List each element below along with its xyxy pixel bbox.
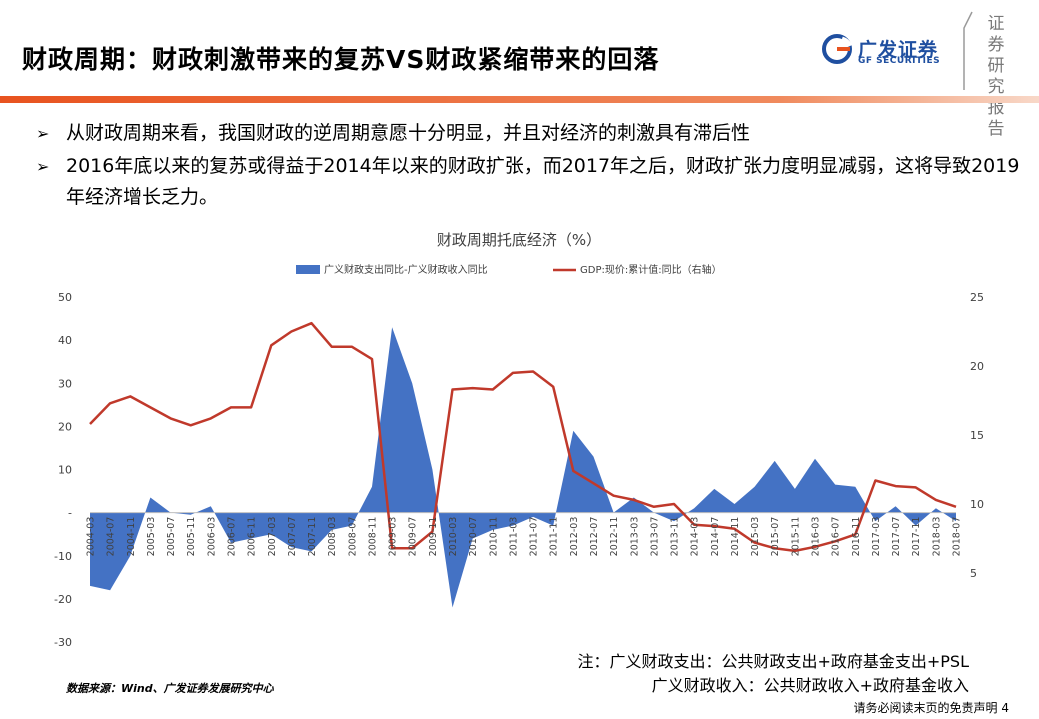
- x-tick-label: 2011-03: [508, 517, 519, 557]
- x-tick-label: 2009-07: [408, 517, 419, 557]
- x-tick-label: 2006-11: [247, 517, 258, 557]
- y-left-tick-label: -: [68, 507, 72, 520]
- x-tick-label: 2015-11: [790, 517, 801, 557]
- x-tick-label: 2006-07: [226, 517, 237, 557]
- bullet-item: ➢ 从财政周期来看，我国财政的逆周期意愿十分明显，并且对经济的刺激具有滞后性: [36, 118, 1026, 149]
- x-tick-label: 2012-03: [569, 517, 580, 557]
- x-tick-label: 2016-07: [831, 517, 842, 557]
- logo-text-cn: 广发证券: [858, 39, 939, 61]
- x-tick-label: 2018-03: [931, 517, 942, 557]
- arrow-bullet-icon: ➢: [36, 157, 50, 176]
- fiscal-cycle-chart: 财政周期托底经济（%） 广义财政支出同比-广义财政收入同比 GDP:现价:累计值:同…: [0, 222, 1039, 652]
- x-tick-label: 2011-07: [529, 517, 540, 557]
- y-right-tick-label: 15: [970, 429, 984, 442]
- legend-swatch-area: [296, 265, 320, 274]
- y-right-tick-label: 20: [970, 360, 984, 373]
- x-tick-label: 2014-07: [710, 517, 721, 557]
- page-title: 财政周期：财政刺激带来的复苏VS财政紧缩带来的回落: [22, 45, 660, 74]
- y-left-tick-label: 10: [58, 464, 72, 477]
- data-source: 数据来源：Wind、广发证券发展研究中心: [66, 682, 274, 695]
- logo-text-en: GF SECURITIES: [858, 56, 941, 66]
- chart-title: 财政周期托底经济（%）: [437, 231, 601, 249]
- y-left-tick-label: -10: [54, 550, 72, 563]
- y-left-tick-label: 20: [58, 420, 72, 433]
- report-stamp: 证券研究报告: [960, 10, 1030, 139]
- header-divider: [0, 96, 1039, 103]
- y-right-tick-label: 5: [970, 567, 977, 580]
- x-tick-label: 2013-11: [670, 517, 681, 557]
- x-tick-label: 2013-03: [629, 517, 640, 557]
- y-left-tick-label: 40: [58, 334, 72, 347]
- x-tick-label: 2005-03: [146, 517, 157, 557]
- x-tick-label: 2004-07: [106, 517, 117, 557]
- x-tick-label: 2014-03: [690, 517, 701, 557]
- x-tick-label: 2008-07: [347, 517, 358, 557]
- x-tick-label: 2009-03: [388, 517, 399, 557]
- x-tick-label: 2006-03: [206, 517, 217, 557]
- legend-label-line: GDP:现价:累计值:同比（右轴）: [580, 263, 722, 276]
- x-tick-label: 2012-11: [609, 517, 620, 557]
- bullet-list: ➢ 从财政周期来看，我国财政的逆周期意愿十分明显，并且对经济的刺激具有滞后性 ➢…: [36, 118, 1026, 215]
- y-left-tick-label: -30: [54, 636, 72, 649]
- y-left-tick-label: -20: [54, 593, 72, 606]
- x-tick-label: 2008-03: [327, 517, 338, 557]
- x-tick-label: 2012-07: [589, 517, 600, 557]
- x-tick-label: 2010-03: [448, 517, 459, 557]
- x-tick-label: 2018-07: [952, 517, 963, 557]
- bullet-text: 从财政周期来看，我国财政的逆周期意愿十分明显，并且对经济的刺激具有滞后性: [66, 122, 751, 144]
- x-tick-label: 2017-11: [911, 517, 922, 557]
- x-tick-label: 2010-11: [488, 517, 499, 557]
- x-tick-label: 2013-07: [649, 517, 660, 557]
- brand-logo: 广发证券 GF SECURITIES: [822, 34, 942, 68]
- x-tick-label: 2007-11: [307, 517, 318, 557]
- stamp-text: 证券研究报告: [987, 14, 1005, 139]
- x-tick-label: 2016-03: [811, 517, 822, 557]
- x-tick-label: 2009-11: [428, 517, 439, 557]
- chart-note: 注：广义财政支出：公共财政支出+政府基金支出+PSL 广义财政收入：公共财政收入…: [577, 650, 969, 698]
- legend-label-area: 广义财政支出同比-广义财政收入同比: [324, 263, 488, 276]
- x-tick-label: 2015-07: [770, 517, 781, 557]
- x-tick-label: 2010-07: [468, 517, 479, 557]
- x-tick-label: 2007-03: [267, 517, 278, 557]
- x-tick-label: 2008-11: [367, 517, 378, 557]
- bullet-item: ➢ 2016年底以来的复苏或得益于2014年以来的财政扩张，而2017年之后，财…: [36, 151, 1026, 213]
- x-tick-label: 2016-11: [851, 517, 862, 557]
- line-series-gdp: [89, 321, 957, 553]
- area-series-fiscal-gap: [90, 327, 956, 608]
- x-tick-label: 2015-03: [750, 517, 761, 557]
- y-left-tick-label: 30: [58, 377, 72, 390]
- y-left-tick-label: 50: [58, 291, 72, 304]
- x-tick-label: 2005-11: [186, 517, 197, 557]
- x-tick-label: 2007-07: [287, 517, 298, 557]
- chart-svg: 财政周期托底经济（%） 广义财政支出同比-广义财政收入同比 GDP:现价:累计值:同…: [54, 231, 984, 649]
- stamp-bracket-icon: [963, 11, 973, 90]
- y-right-tick-label: 10: [970, 498, 984, 511]
- footer-disclaimer: 请务必阅读末页的免责声明 4: [853, 701, 1009, 715]
- bullet-text: 2016年底以来的复苏或得益于2014年以来的财政扩张，而2017年之后，财政扩…: [66, 155, 1020, 208]
- x-tick-label: 2004-11: [126, 517, 137, 557]
- x-tick-label: 2005-07: [166, 517, 177, 557]
- x-tick-label: 2017-03: [871, 517, 882, 557]
- gf-logo-icon: [822, 34, 852, 64]
- note-line-1: 注：广义财政支出：公共财政支出+政府基金支出+PSL: [577, 652, 969, 671]
- note-line-2: 广义财政收入：公共财政收入+政府基金收入: [651, 676, 969, 695]
- x-tick-label: 2011-11: [549, 517, 560, 557]
- arrow-bullet-icon: ➢: [36, 124, 50, 143]
- y-right-tick-label: 25: [970, 291, 984, 304]
- x-tick-label: 2004-03: [86, 517, 97, 557]
- x-tick-label: 2017-07: [891, 517, 902, 557]
- x-tick-label: 2014-11: [730, 517, 741, 557]
